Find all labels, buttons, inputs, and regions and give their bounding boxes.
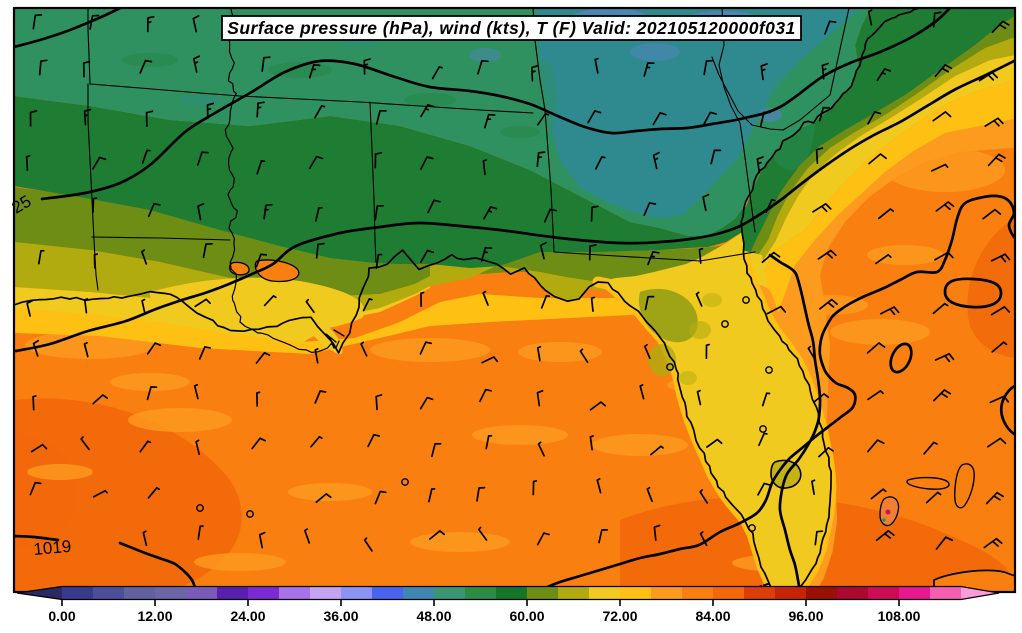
svg-text:48.00: 48.00 (416, 608, 451, 624)
svg-text:12.00: 12.00 (137, 608, 172, 624)
svg-text:84.00: 84.00 (695, 608, 730, 624)
svg-text:1019: 1019 (33, 537, 72, 559)
svg-text:36.00: 36.00 (323, 608, 358, 624)
svg-text:24.00: 24.00 (230, 608, 265, 624)
svg-text:72.00: 72.00 (602, 608, 637, 624)
svg-text:Surface pressure (hPa), wind (: Surface pressure (hPa), wind (kts), T (F… (227, 18, 795, 38)
svg-text:60.00: 60.00 (509, 608, 544, 624)
svg-text:108.00: 108.00 (878, 608, 921, 624)
svg-text:96.00: 96.00 (788, 608, 823, 624)
svg-text:0.00: 0.00 (48, 608, 75, 624)
